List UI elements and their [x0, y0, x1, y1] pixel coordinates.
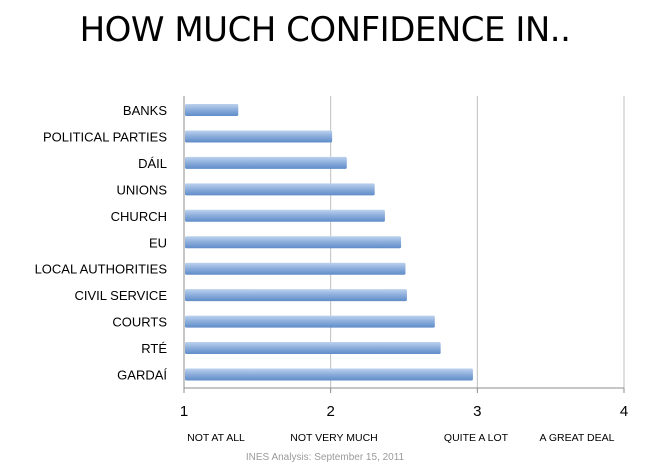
source-note: INES Analysis: September 15, 2011 — [245, 452, 405, 463]
bar — [185, 315, 435, 328]
scale-label: QUITE A LOT — [444, 432, 509, 444]
category-label: DÁIL — [138, 156, 167, 171]
scale-label: NOT AT ALL — [187, 432, 245, 444]
category-label: CHURCH — [111, 209, 167, 224]
scale-label: A GREAT DEAL — [540, 432, 615, 444]
bar — [185, 368, 473, 381]
bar — [185, 236, 402, 249]
x-axis: 1 2 3 4 NOT AT ALL NOT VERY MUCH QUITE A LOT A … — [180, 96, 628, 444]
bar — [185, 156, 347, 169]
chart-title: HOW MUCH CONFIDENCE IN.. — [79, 10, 571, 50]
category-label: EU — [149, 235, 167, 250]
x-tick-label: 1 — [180, 403, 188, 420]
scale-label: NOT VERY MUCH — [290, 432, 378, 444]
x-tick-label: 3 — [473, 403, 481, 420]
category-label: RTÉ — [141, 341, 167, 356]
category-label: GARDAÍ — [117, 368, 167, 383]
bars — [185, 104, 473, 381]
bar — [185, 183, 375, 196]
bar — [185, 262, 406, 275]
x-tick-label: 2 — [326, 403, 334, 420]
bar — [185, 104, 239, 116]
category-label: BANKS — [123, 103, 167, 118]
bar — [185, 342, 441, 355]
category-label: POLITICAL PARTIES — [43, 129, 167, 144]
category-label: UNIONS — [116, 182, 167, 197]
bar — [185, 289, 407, 302]
bar — [185, 130, 333, 143]
category-labels: BANKS POLITICAL PARTIES DÁIL UNIONS CHURCH EU… — [35, 103, 168, 383]
category-label: CIVIL SERVICE — [75, 288, 168, 303]
category-label: LOCAL AUTHORITIES — [35, 262, 168, 277]
category-label: COURTS — [112, 315, 167, 330]
bar — [185, 209, 385, 222]
x-tick-label: 4 — [620, 403, 628, 420]
